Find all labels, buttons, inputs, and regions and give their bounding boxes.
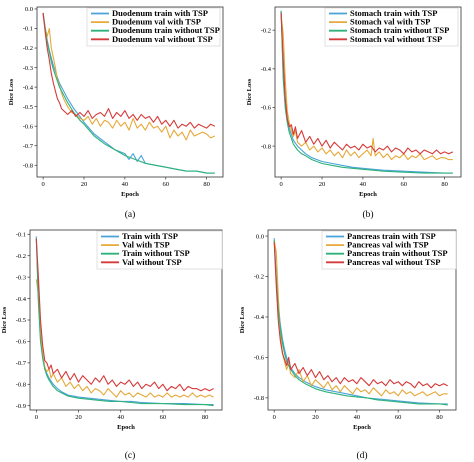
series-line-3: [42, 12, 215, 174]
x-tick-label: 20: [81, 181, 88, 188]
y-tick-label: -0.8: [23, 162, 33, 169]
legend-entry: Pancreas train without TSP: [347, 248, 448, 258]
y-tick-label: -0.2: [16, 253, 26, 260]
series-line-3: [280, 10, 453, 174]
y-axis-label: Dice Loss: [1, 306, 8, 333]
x-tick-label: 40: [354, 414, 361, 421]
legend-entry: Stomach train with TSP: [350, 8, 437, 18]
y-axis-label: Dice Loss: [246, 78, 253, 105]
legend-box: [324, 7, 459, 47]
legend-box: [86, 7, 221, 47]
legend-entry: Duodenum val without TSP: [112, 34, 213, 44]
y-tick-label: -0.2: [254, 274, 264, 281]
chart-panel-3: 0 20 40 60 80 -0.1 -0.2 -0.3 -0.4 -0.5 -0.6 -0.7 -0.…: [1, 229, 223, 461]
y-tick-label: -0.1: [23, 26, 33, 33]
panel-caption: (d): [356, 450, 367, 461]
y-tick-label: -0.1: [16, 231, 26, 238]
y-tick-label: -0.6: [16, 339, 27, 346]
panel-caption: (c): [125, 450, 136, 461]
x-tick-label: 20: [319, 181, 326, 188]
y-tick-label: -0.2: [23, 45, 33, 52]
legend-entry: Duodenum train with TSP: [112, 8, 208, 18]
x-tick-label: 60: [160, 414, 167, 421]
legend-entry: Stomach val without TSP: [350, 34, 442, 44]
chart-panel-2: 0 20 40 60 80 -0.2 -0.4 -0.6 -0.8 Epoch Dice Loss S…: [246, 6, 462, 220]
y-tick-label: -0.9: [16, 403, 26, 410]
y-tick-label: -0.3: [16, 274, 26, 281]
series-line-3: [35, 238, 214, 407]
x-axis-label: Epoch: [359, 191, 377, 198]
series-line-4: [273, 242, 448, 389]
x-tick-label: 20: [312, 414, 319, 421]
panel-caption: (a): [125, 209, 136, 220]
y-tick-label: -0.4: [261, 66, 272, 73]
legend-entry: Stomach val with TSP: [350, 17, 430, 27]
legend-entry: Duodenum val with TSP: [112, 17, 201, 27]
legend-box: [321, 230, 457, 270]
x-axis-label: Epoch: [121, 191, 139, 198]
panel-caption: (b): [362, 209, 373, 220]
y-tick-label: -0.2: [261, 27, 271, 34]
x-tick-label: 80: [202, 414, 209, 421]
x-tick-label: 0: [273, 414, 276, 421]
legend-entry: Duodenum train without TSP: [112, 25, 220, 35]
y-tick-label: -0.3: [23, 65, 33, 72]
x-tick-label: 0: [35, 414, 38, 421]
series-line-4: [280, 12, 454, 155]
x-tick-label: 80: [441, 181, 448, 188]
series-line-2: [273, 240, 448, 397]
y-axis-label: Dice Loss: [8, 78, 15, 105]
y-tick-label: -0.6: [261, 105, 272, 112]
y-tick-label: -0.5: [16, 317, 26, 324]
y-tick-label: -0.8: [16, 381, 26, 388]
y-tick-label: -0.7: [23, 143, 34, 150]
legend-entry: Pancreas val with TSP: [347, 240, 429, 250]
x-tick-label: 60: [395, 414, 402, 421]
x-tick-label: 80: [203, 181, 210, 188]
legend-entry: Train with TSP: [122, 231, 178, 241]
x-tick-label: 0: [280, 181, 283, 188]
series-line-3: [273, 240, 448, 406]
series-line-2: [35, 279, 214, 398]
y-tick-label: -0.6: [23, 123, 34, 130]
x-tick-label: 60: [401, 181, 408, 188]
legend-entry: Train without TSP: [122, 248, 190, 258]
y-tick-label: -0.4: [16, 296, 27, 303]
y-tick-label: -0.6: [254, 355, 265, 362]
y-tick-label: -0.7: [16, 360, 27, 367]
x-tick-label: 0: [42, 181, 45, 188]
legend-entry: Stomach train without TSP: [350, 25, 449, 35]
y-tick-label: -0.4: [23, 84, 34, 91]
y-tick-label: -0.8: [254, 395, 264, 402]
series-line-4: [42, 12, 216, 129]
x-tick-label: 60: [163, 181, 170, 188]
x-tick-label: 40: [122, 181, 129, 188]
x-axis-label: Epoch: [353, 424, 371, 431]
x-tick-label: 40: [360, 181, 367, 188]
x-tick-label: 40: [117, 414, 124, 421]
x-tick-label: 80: [436, 414, 443, 421]
y-tick-label: -0.4: [254, 314, 265, 321]
y-axis-label: Dice Loss: [239, 306, 246, 333]
chart-panel-4: 0 20 40 60 80 0.0 -0.2 -0.4 -0.6 -0.8 Epoch Dice Lo…: [239, 229, 457, 461]
legend-entry: Val without TSP: [122, 257, 182, 267]
legend-entry: Pancreas val without TSP: [347, 257, 440, 267]
chart-panel-1: 0 20 40 60 80 0.0 -0.1 -0.2 -0.3 -0.4 -0.5 -0.6 -0.7…: [8, 6, 224, 220]
series-line-2: [280, 14, 453, 161]
y-tick-label: 0.0: [256, 233, 264, 240]
y-tick-label: -0.5: [23, 104, 33, 111]
x-axis-label: Epoch: [117, 424, 135, 431]
y-tick-label: 0.0: [25, 6, 33, 13]
series-line-2: [42, 14, 216, 141]
series-line-4: [35, 238, 214, 392]
legend-entry: Pancreas train with TSP: [347, 231, 436, 241]
x-tick-label: 20: [75, 414, 82, 421]
y-tick-label: -0.8: [261, 143, 271, 150]
legend-entry: Val with TSP: [122, 240, 170, 250]
